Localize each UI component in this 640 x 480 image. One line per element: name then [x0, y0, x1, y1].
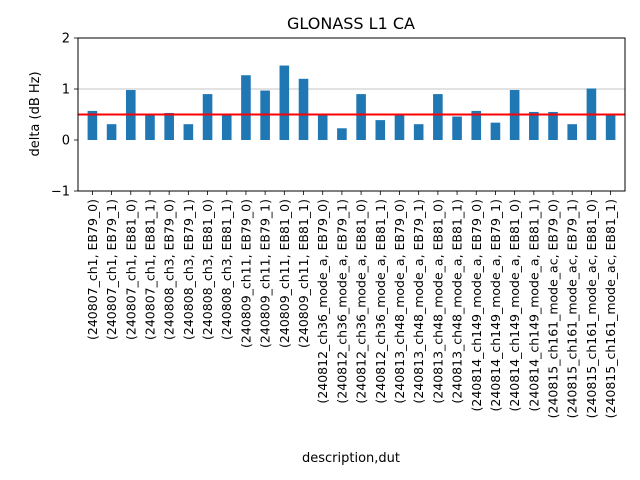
- x-tick-label: (240812_ch36_mode_a, EB81_0): [354, 199, 369, 404]
- x-tick-label: (240814_ch149_mode_a, EB79_1): [488, 199, 503, 412]
- bar: [164, 112, 174, 140]
- bar: [298, 78, 309, 140]
- x-tick-label: (240812_ch36_mode_a, EB79_1): [334, 199, 349, 404]
- bar: [337, 128, 347, 140]
- y-axis-ticks: −1 0 1 2: [51, 32, 78, 200]
- x-tick-label: (240808_ch3, EB79_1): [181, 199, 196, 340]
- bar: [529, 111, 539, 140]
- x-tick-label: (240809_ch11, EB79_0): [238, 199, 253, 348]
- x-tick-label: (240815_ch161_mode_ac, EB79_1): [565, 199, 580, 418]
- bar: [145, 114, 155, 140]
- x-tick-label: (240813_ch48_mode_a, EB81_0): [430, 199, 445, 404]
- bar: [548, 111, 558, 140]
- x-tick-label: (240812_ch36_mode_a, EB81_1): [373, 199, 388, 404]
- y-tick-label: 0: [62, 134, 70, 149]
- y-tick-label: 2: [62, 32, 70, 47]
- x-tick-label: (240809_ch11, EB79_1): [258, 199, 273, 348]
- x-tick-label: (240814_ch149_mode_a, EB79_0): [469, 199, 484, 412]
- plot-frame: [77, 37, 626, 192]
- bar: [279, 65, 290, 140]
- x-tick-label: (240815_ch161_mode_ac, EB79_0): [546, 199, 561, 418]
- y-tick-label: −1: [51, 185, 70, 200]
- bar: [317, 114, 328, 140]
- x-tick-label: (240813_ch48_mode_a, EB79_1): [411, 199, 426, 404]
- bar: [202, 94, 213, 140]
- x-axis-ticks: (240807_ch1, EB79_0) (240807_ch1, EB79_1)…: [85, 191, 618, 418]
- x-tick-label: (240815_ch161_mode_ac, EB81_1): [603, 199, 618, 418]
- x-tick-label: (240809_ch11, EB81_1): [296, 199, 311, 348]
- bar: [375, 120, 386, 140]
- x-tick-label: (240814_ch149_mode_a, EB81_1): [526, 199, 541, 412]
- bar: [471, 110, 482, 140]
- x-tick-label: (240813_ch48_mode_a, EB79_0): [392, 199, 407, 404]
- x-tick-label: (240814_ch149_mode_a, EB81_0): [507, 199, 522, 412]
- bar: [433, 94, 443, 140]
- bar: [106, 124, 117, 140]
- bar: [567, 124, 578, 140]
- x-tick-label: (240808_ch3, EB79_0): [162, 199, 177, 340]
- bar: [490, 122, 501, 140]
- bar: [241, 75, 251, 140]
- x-tick-label: (240813_ch48_mode_a, EB81_1): [450, 199, 465, 404]
- x-tick-label: (240807_ch1, EB81_1): [142, 199, 157, 340]
- x-tick-label: (240812_ch36_mode_a, EB79_0): [315, 199, 330, 404]
- x-tick-label: (240809_ch11, EB81_0): [277, 199, 292, 348]
- chart-title: GLONASS L1 CA: [287, 14, 415, 33]
- bar: [413, 124, 424, 140]
- bars: [87, 65, 616, 140]
- bar: [87, 110, 98, 140]
- bar: [221, 114, 232, 140]
- bar: [183, 124, 194, 140]
- y-tick-label: 1: [62, 83, 70, 98]
- bar: [605, 113, 616, 140]
- x-tick-label: (240815_ch161_mode_ac, EB81_0): [584, 199, 599, 418]
- x-tick-label: (240807_ch1, EB81_0): [123, 199, 138, 340]
- x-tick-label: (240808_ch3, EB81_0): [200, 199, 215, 340]
- bar: [452, 116, 462, 140]
- y-axis-label: delta (dB Hz): [28, 71, 43, 156]
- bar: [356, 94, 366, 140]
- x-tick-label: (240808_ch3, EB81_1): [219, 199, 234, 340]
- x-tick-label: (240807_ch1, EB79_0): [85, 199, 100, 340]
- x-tick-label: (240807_ch1, EB79_1): [104, 199, 119, 340]
- bar: [394, 114, 405, 140]
- x-axis-label: description,dut: [302, 451, 400, 466]
